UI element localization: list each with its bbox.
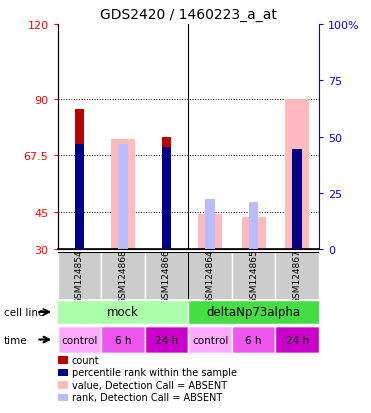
Text: GSM124867: GSM124867 bbox=[293, 248, 302, 303]
Bar bbox=[101, 326, 145, 353]
Bar bbox=[242, 217, 266, 250]
Text: value, Detection Call = ABSENT: value, Detection Call = ABSENT bbox=[72, 380, 227, 390]
Bar bbox=[205, 200, 215, 250]
Text: percentile rank within the sample: percentile rank within the sample bbox=[72, 368, 237, 377]
Text: deltaNp73alpha: deltaNp73alpha bbox=[207, 306, 301, 319]
Text: time: time bbox=[4, 335, 27, 345]
Bar bbox=[285, 100, 309, 250]
Text: rank, Detection Call = ABSENT: rank, Detection Call = ABSENT bbox=[72, 392, 222, 402]
Title: GDS2420 / 1460223_a_at: GDS2420 / 1460223_a_at bbox=[100, 8, 277, 22]
Bar bbox=[198, 215, 222, 250]
Text: control: control bbox=[61, 335, 98, 345]
Bar bbox=[58, 300, 188, 324]
Text: GSM124864: GSM124864 bbox=[206, 249, 214, 303]
Bar bbox=[75, 110, 84, 250]
Text: control: control bbox=[192, 335, 228, 345]
Bar bbox=[188, 326, 232, 353]
Bar bbox=[188, 300, 319, 324]
Bar bbox=[188, 252, 232, 299]
Text: count: count bbox=[72, 355, 99, 365]
Bar bbox=[292, 150, 302, 250]
Bar bbox=[111, 140, 135, 250]
Text: GSM124865: GSM124865 bbox=[249, 248, 258, 303]
Bar bbox=[145, 326, 188, 353]
Text: 6 h: 6 h bbox=[246, 335, 262, 345]
Text: GSM124854: GSM124854 bbox=[75, 249, 84, 303]
Bar bbox=[118, 145, 128, 250]
Bar bbox=[232, 326, 276, 353]
Text: cell line: cell line bbox=[4, 307, 44, 317]
Bar bbox=[162, 138, 171, 250]
Bar bbox=[292, 150, 302, 250]
Bar bbox=[75, 145, 84, 250]
Bar bbox=[275, 252, 319, 299]
Text: 24 h: 24 h bbox=[286, 335, 309, 345]
Bar bbox=[275, 326, 319, 353]
Text: 6 h: 6 h bbox=[115, 335, 131, 345]
Bar bbox=[145, 252, 188, 299]
Bar bbox=[58, 326, 101, 353]
Text: mock: mock bbox=[107, 306, 139, 319]
Bar bbox=[101, 252, 145, 299]
Text: 24 h: 24 h bbox=[155, 335, 178, 345]
Text: GSM124866: GSM124866 bbox=[162, 248, 171, 303]
Bar bbox=[58, 252, 101, 299]
Text: GSM124868: GSM124868 bbox=[118, 248, 127, 303]
Bar bbox=[249, 202, 259, 250]
Bar bbox=[232, 252, 276, 299]
Bar bbox=[162, 147, 171, 250]
